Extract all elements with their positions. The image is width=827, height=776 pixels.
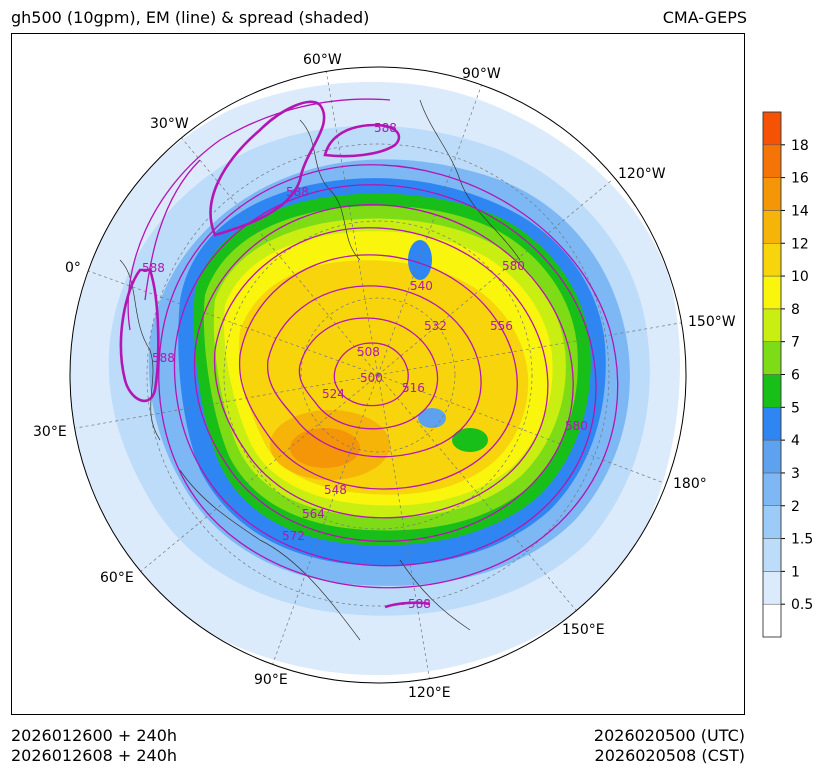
contour-label-group: 588 588 588 588 588 580 540 532 556 508 … — [142, 121, 588, 611]
lon-label-120e: 120°E — [408, 685, 451, 701]
colorbar-label: 4 — [791, 433, 800, 449]
colorbar-segment — [762, 472, 782, 506]
lon-label-180: 180° — [673, 476, 707, 492]
colorbar-segment — [762, 210, 782, 244]
lon-label-0: 0° — [65, 260, 81, 276]
contour-label: 524 — [322, 387, 345, 401]
colorbar-label: 10 — [791, 269, 809, 285]
contour-label: 556 — [490, 319, 513, 333]
map-boundary — [69, 66, 687, 684]
colorbar-segment — [762, 505, 782, 539]
contour-label: 516 — [402, 381, 425, 395]
contour-label: 532 — [424, 319, 447, 333]
colorbar-segment — [762, 571, 782, 605]
contour-label: 588 — [142, 261, 165, 275]
colorbar-segment — [762, 243, 782, 277]
colorbar-segment — [762, 374, 782, 408]
colorbar-label: 1.5 — [791, 532, 813, 548]
colorbar-border — [762, 111, 782, 638]
colorbar-segment — [762, 603, 782, 638]
spread-gap-green — [452, 428, 488, 452]
spread-gap-blue — [418, 408, 446, 428]
colorbar-segment — [762, 275, 782, 310]
contour-label: 548 — [324, 483, 347, 497]
lon-label-60w: 60°W — [303, 52, 342, 68]
lon-label-60e: 60°E — [100, 570, 134, 586]
valid-time-utc: 2026020500 (UTC) — [593, 726, 745, 745]
colorbar-label: 7 — [791, 335, 800, 351]
colorbar-label: 1 — [791, 564, 800, 580]
colorbar-segment — [762, 177, 782, 211]
em-contours — [127, 98, 619, 589]
colorbar-label: 5 — [791, 400, 800, 416]
lon-label-30w: 30°W — [150, 116, 189, 132]
contour-588 — [119, 100, 431, 609]
colorbar-segment — [762, 439, 782, 474]
footer-init: 2026012600 + 240h 2026012608 + 240h — [11, 726, 177, 766]
longitude-labels: 60°W 90°W 30°W 120°W 0° 150°W 30°E 180° … — [33, 52, 736, 701]
plot-title: gh500 (10gpm), EM (line) & spread (shade… — [11, 8, 370, 27]
contour-label: 572 — [282, 529, 305, 543]
contour-label: 564 — [302, 507, 325, 521]
colorbar-segment — [762, 144, 782, 178]
contour-label: 580 — [565, 419, 588, 433]
colorbar-label: 0.5 — [791, 597, 813, 613]
colorbar-segment — [762, 341, 782, 375]
spread-gap-blue — [408, 240, 432, 280]
colorbar-label: 8 — [791, 302, 800, 318]
valid-time-cst: 2026020508 (CST) — [594, 746, 745, 765]
contour-label: 588 — [152, 351, 175, 365]
colorbar-label: 16 — [791, 171, 809, 187]
colorbar-label: 14 — [791, 203, 809, 219]
colorbar-segment — [762, 308, 782, 342]
colorbar: 0.5 1 1.5 2 3 4 5 6 7 8 10 12 14 16 18 — [762, 111, 813, 638]
colorbar-segment — [762, 407, 782, 441]
model-name: CMA-GEPS — [662, 8, 747, 27]
map-frame — [11, 33, 745, 715]
lon-label-90w: 90°W — [462, 66, 501, 82]
graticule — [75, 69, 686, 683]
contour-label: 588 — [408, 597, 431, 611]
lon-label-30e: 30°E — [33, 424, 67, 440]
contour-label: 588 — [286, 185, 309, 199]
contour-label: 580 — [502, 259, 525, 273]
spread-shading — [70, 67, 686, 683]
colorbar-label: 18 — [791, 138, 809, 154]
contour-label: 508 — [357, 345, 380, 359]
lon-label-150e: 150°E — [562, 622, 605, 638]
contour-label: 500 — [360, 371, 383, 385]
footer-valid: 2026020500 (UTC) 2026020508 (CST) — [594, 726, 745, 766]
init-time-utc: 2026012600 + 240h — [11, 726, 178, 745]
colorbar-label: 12 — [791, 236, 809, 252]
contour-label: 540 — [410, 279, 433, 293]
init-time-cst: 2026012608 + 240h — [11, 746, 178, 765]
colorbar-label: 2 — [791, 499, 800, 515]
colorbar-segment — [762, 538, 782, 572]
lon-label-150w: 150°W — [688, 314, 736, 330]
colorbar-label: 3 — [791, 466, 800, 482]
contour-label: 588 — [374, 121, 397, 135]
lon-label-120w: 120°W — [618, 166, 666, 182]
colorbar-label: 6 — [791, 368, 800, 384]
lon-label-90e: 90°E — [254, 672, 288, 688]
spread-level-16 — [290, 428, 360, 468]
colorbar-segment — [762, 111, 782, 146]
